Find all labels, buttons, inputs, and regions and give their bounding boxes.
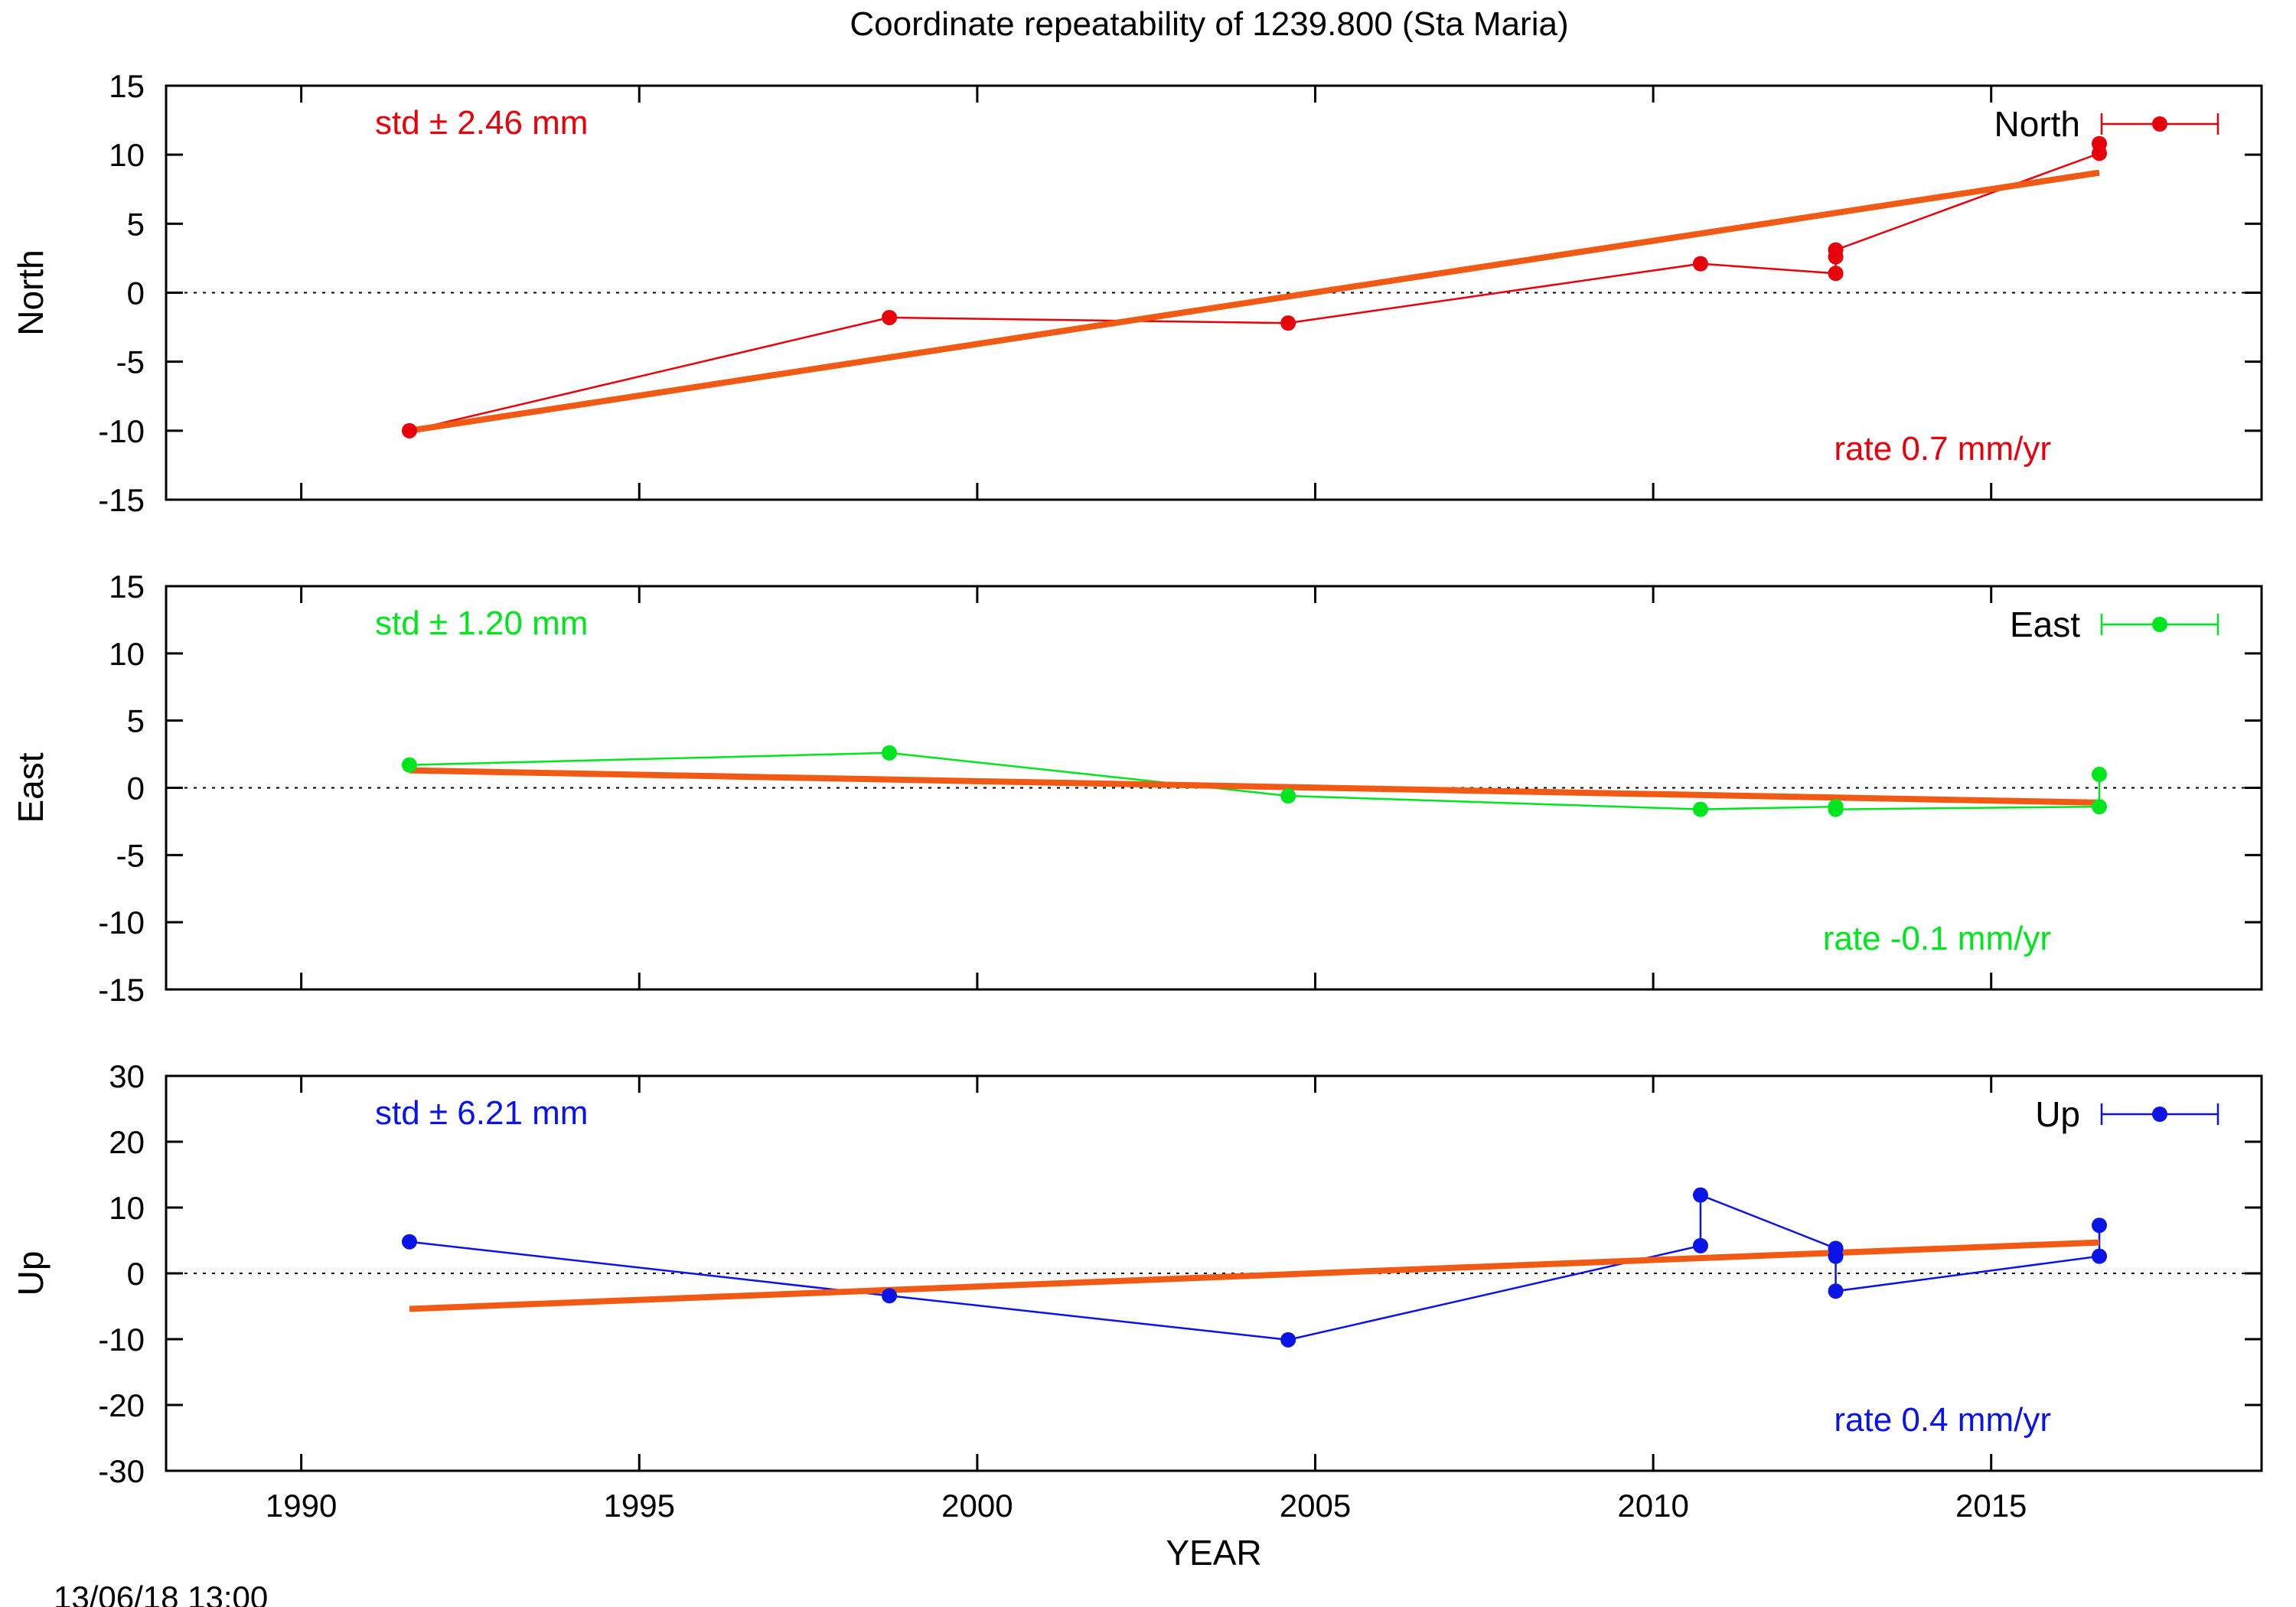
y-tick-label: 20 xyxy=(109,1124,145,1160)
y-tick-label: 0 xyxy=(127,771,145,807)
std-annotation: std ± 1.20 mm xyxy=(375,605,588,642)
data-point xyxy=(2092,1248,2108,1264)
fit-line xyxy=(409,767,2100,806)
y-axis-title: East xyxy=(11,752,51,823)
y-tick-label: -20 xyxy=(98,1387,145,1423)
data-point xyxy=(1280,788,1296,804)
x-axis-title: YEAR xyxy=(1166,1533,1261,1573)
y-tick-label: 5 xyxy=(127,206,145,242)
data-point xyxy=(401,757,417,773)
y-tick-label: -10 xyxy=(98,413,145,449)
data-point xyxy=(401,1234,417,1250)
data-point xyxy=(1828,1283,1844,1299)
x-tick-label: 1995 xyxy=(604,1488,675,1524)
x-tick-label: 2010 xyxy=(1617,1488,1688,1524)
data-point xyxy=(2092,1217,2108,1234)
timestamp: 13/06/18 13:00 xyxy=(54,1579,268,1607)
rate-annotation: rate 0.7 mm/yr xyxy=(1834,430,2051,468)
std-annotation: std ± 6.21 mm xyxy=(375,1094,588,1132)
y-tick-label: 30 xyxy=(109,1058,145,1094)
x-tick-label: 2015 xyxy=(1955,1488,2027,1524)
y-tick-label: 0 xyxy=(127,275,145,311)
series-line xyxy=(409,751,2101,810)
legend-label: East xyxy=(2010,605,2080,644)
y-tick-label: 0 xyxy=(127,1256,145,1292)
data-point xyxy=(1692,1187,1708,1203)
y-tick-label: 15 xyxy=(109,68,145,104)
data-point xyxy=(1280,1332,1296,1348)
data-point xyxy=(2092,135,2108,152)
series-line xyxy=(409,1193,2101,1341)
data-point xyxy=(1828,801,1844,817)
data-point xyxy=(882,309,898,325)
x-tick-label: 2005 xyxy=(1280,1488,1351,1524)
y-tick-label: 5 xyxy=(127,703,145,739)
data-point xyxy=(1828,1248,1844,1264)
y-axis-title: Up xyxy=(11,1251,51,1296)
legend-label: Up xyxy=(2035,1094,2080,1134)
data-point xyxy=(882,1288,898,1304)
data-point xyxy=(1692,1237,1708,1253)
data-point xyxy=(1828,242,1844,258)
legend-marker xyxy=(2152,1107,2167,1122)
y-tick-label: -15 xyxy=(98,482,145,518)
east-panel: -15 -10 -5 0 5 10 15 East std ± 1.20 mm rate -0.1… xyxy=(11,569,2263,1008)
rate-annotation: rate 0.4 mm/yr xyxy=(1834,1401,2051,1439)
series-line xyxy=(409,143,2101,432)
y-tick-label: 15 xyxy=(109,569,145,605)
data-point xyxy=(1280,315,1296,331)
data-point xyxy=(1828,266,1844,282)
y-tick-label: -15 xyxy=(98,972,145,1008)
y-tick-label: -30 xyxy=(98,1453,145,1489)
legend-label: North xyxy=(1994,104,2080,144)
y-tick-label: 10 xyxy=(109,1190,145,1226)
up-panel: -30 -20 -10 0 10 20 30 1990 1995 2000 2005 2010 2015… xyxy=(11,1058,2263,1524)
y-tick-label: 10 xyxy=(109,636,145,672)
y-tick-label: 10 xyxy=(109,137,145,173)
data-point xyxy=(401,422,417,438)
fit-line xyxy=(409,169,2100,434)
std-annotation: std ± 2.46 mm xyxy=(375,104,588,142)
y-tick-label: -5 xyxy=(116,837,145,873)
y-tick-label: -5 xyxy=(116,344,145,380)
data-point xyxy=(1692,801,1708,817)
x-tick-label: 2000 xyxy=(941,1488,1013,1524)
data-point xyxy=(882,745,898,761)
legend-marker xyxy=(2152,116,2167,132)
data-point xyxy=(1692,256,1708,272)
x-tick-label: 1990 xyxy=(266,1488,337,1524)
y-tick-label: -10 xyxy=(98,1322,145,1358)
rate-annotation: rate -0.1 mm/yr xyxy=(1823,920,2051,957)
data-point xyxy=(2092,799,2108,815)
data-point xyxy=(2092,766,2108,782)
legend-marker xyxy=(2152,617,2167,632)
y-tick-label: -10 xyxy=(98,905,145,940)
north-panel: -15 -10 -5 0 5 10 15 North std ± 2.46 mm rate 0.7… xyxy=(11,68,2263,518)
fit-line xyxy=(409,1239,2100,1312)
chart-title: Coordinate repeatability of 1239.800 (St… xyxy=(850,5,1568,43)
y-axis-title: North xyxy=(11,249,51,335)
